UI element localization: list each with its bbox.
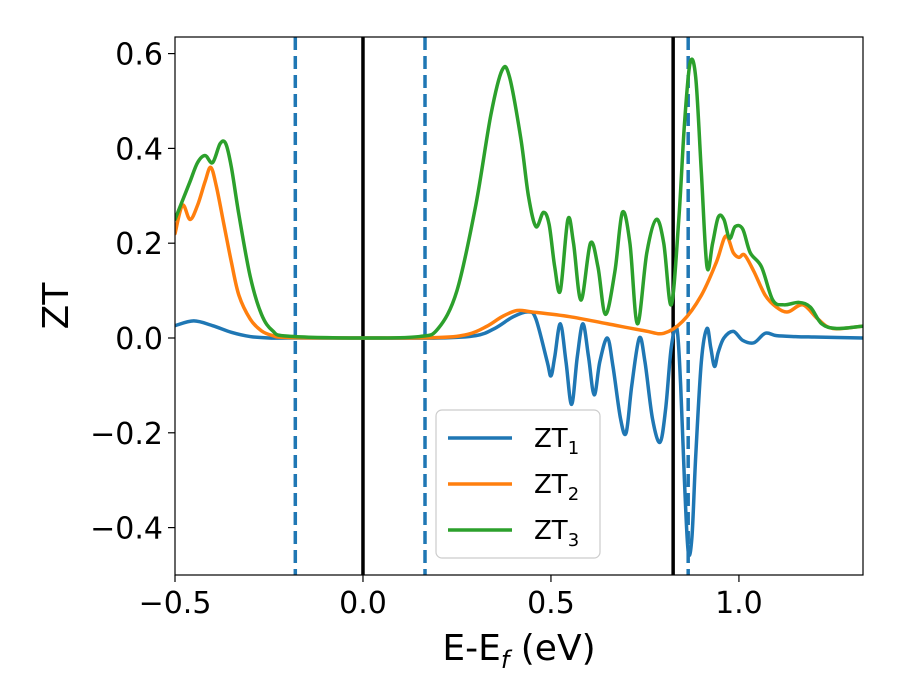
x-tick-label: −0.5	[139, 586, 212, 621]
x-tick-label: 1.0	[715, 586, 763, 621]
y-tick-label: 0.6	[115, 38, 163, 73]
x-tick-label: 0.5	[527, 586, 575, 621]
y-tick-label: −0.4	[90, 512, 163, 547]
legend: ZT1 ZT2 ZT3	[435, 409, 601, 559]
x-axis-label: E-Ef (eV)	[442, 628, 595, 674]
vertical-lines	[293, 37, 690, 575]
y-axis-label: ZT	[36, 282, 77, 330]
x-tick-label: 0.0	[339, 586, 387, 621]
legend-label-zt3: ZT3	[534, 516, 579, 551]
plot-frame	[174, 36, 864, 576]
legend-box	[435, 409, 601, 559]
series-line-zt1	[175, 310, 863, 558]
y-tick-label: 0.4	[115, 132, 163, 167]
legend-label-zt1: ZT1	[534, 424, 579, 459]
legend-label-zt2: ZT2	[534, 470, 579, 505]
y-tick-label: 0.0	[115, 322, 163, 357]
series-line-zt3	[175, 57, 863, 340]
series-line-zt2	[175, 165, 863, 340]
x-axis-ticks: −0.5 0.0 0.5 1.0	[139, 575, 763, 621]
series-layer	[175, 57, 863, 558]
y-axis-ticks: −0.4 −0.2 0.0 0.2 0.4 0.6	[90, 38, 175, 547]
y-tick-label: 0.2	[115, 227, 163, 262]
y-tick-label: −0.2	[90, 417, 163, 452]
